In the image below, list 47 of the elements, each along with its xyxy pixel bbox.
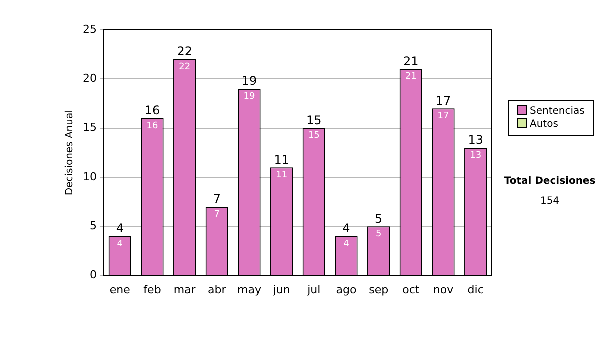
total-label: 7 — [213, 192, 221, 206]
total-label: 22 — [177, 44, 192, 59]
data-label: 16 — [146, 121, 158, 132]
y-tick-label: 15 — [82, 121, 97, 134]
x-tick-label: ene — [110, 283, 131, 296]
total-label: 16 — [144, 104, 160, 118]
total-label: 4 — [342, 222, 350, 236]
y-tick-label: 10 — [82, 170, 97, 184]
total-label: 11 — [274, 152, 290, 167]
legend-label: Sentencias — [529, 105, 585, 118]
total-label: 5 — [375, 212, 383, 226]
y-tick-label: 0 — [90, 268, 97, 282]
x-tick-label: jul — [306, 283, 321, 296]
total-label: 19 — [242, 74, 258, 88]
data-label: 22 — [179, 62, 191, 72]
data-label: 13 — [470, 150, 482, 161]
y-tick-label: 20 — [82, 72, 97, 86]
total-label: 13 — [468, 133, 484, 148]
x-tick-label: feb — [144, 283, 162, 296]
x-tick-label: may — [238, 283, 262, 296]
text: 154 — [539, 195, 561, 209]
total-label: 21 — [404, 54, 419, 68]
total-label: 15 — [306, 113, 322, 128]
data-label: 21 — [405, 72, 417, 82]
legend-label: Autos — [529, 118, 560, 131]
text: Total Decisiones — [503, 175, 597, 189]
y-tick-label: 25 — [82, 22, 97, 36]
y-tick-label: 5 — [90, 220, 97, 232]
data-label: 7 — [214, 210, 220, 220]
x-tick-label: mar — [174, 283, 196, 296]
y-axis-title: Decisiones Anual — [64, 110, 76, 196]
x-tick-label: abr — [208, 283, 227, 296]
data-label: 15 — [308, 131, 320, 142]
x-tick-label: jun — [272, 283, 290, 296]
data-label: 11 — [276, 170, 288, 180]
total-label: 4 — [116, 222, 124, 236]
x-tick-label: nov — [433, 283, 454, 296]
x-tick-label: ago — [336, 283, 357, 296]
x-tick-label: oct — [402, 283, 420, 296]
data-label: 5 — [376, 229, 382, 240]
data-label: 4 — [117, 239, 124, 250]
data-label: 19 — [244, 92, 256, 102]
data-label: 17 — [438, 112, 450, 122]
data-label: 4 — [344, 239, 350, 250]
total-label: 17 — [436, 94, 452, 108]
x-tick-label: dic — [468, 283, 484, 296]
x-tick-label: sep — [369, 283, 389, 296]
